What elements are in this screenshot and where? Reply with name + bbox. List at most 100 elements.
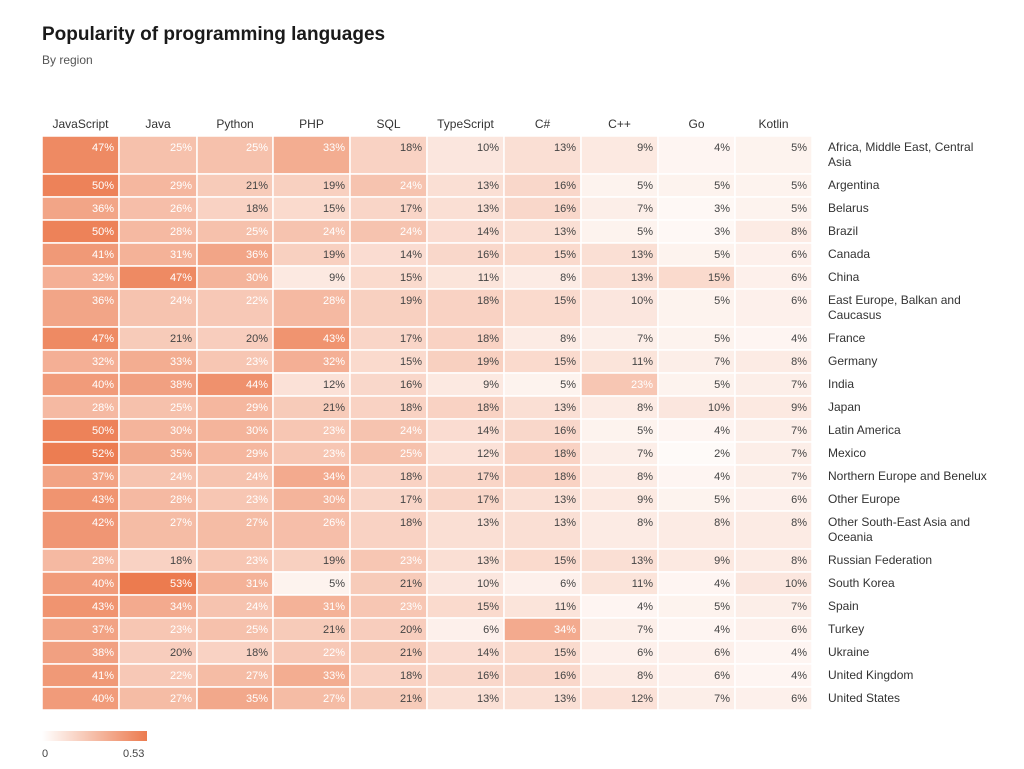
cell-value-label: 18% (554, 471, 576, 483)
cell-value-label: 9% (483, 379, 499, 391)
cell-value-label: 9% (637, 494, 653, 506)
cell-value-label: 29% (170, 180, 192, 192)
row-label-line: Canada (828, 247, 870, 261)
cell-value-label: 24% (400, 425, 422, 437)
cell-value-label: 32% (92, 272, 114, 284)
heatmap-cell (41, 510, 120, 550)
column-header: TypeScript (437, 117, 494, 131)
cell-value-label: 8% (791, 226, 807, 238)
cell-value-label: 6% (714, 647, 730, 659)
cell-value-label: 8% (791, 517, 807, 529)
cell-value-label: 4% (714, 624, 730, 636)
cell-value-label: 38% (170, 379, 192, 391)
heatmap-chart: JavaScript Java Python PHP SQL TypeScript C# C+… (41, 117, 987, 711)
row-label-line: China (828, 270, 860, 284)
cell-value-label: 15% (477, 601, 499, 613)
cell-value-label: 23% (323, 448, 345, 460)
cell-value-label: 19% (400, 295, 422, 307)
heatmap-cell (580, 288, 659, 328)
row-label: South Korea (828, 576, 895, 590)
cell-value-label: 23% (246, 494, 268, 506)
cell-value-label: 5% (714, 601, 730, 613)
cell-value-label: 42% (92, 517, 114, 529)
cell-value-label: 40% (92, 578, 114, 590)
cell-value-label: 3% (714, 203, 730, 215)
cell-value-label: 24% (400, 180, 422, 192)
row-label-line: United States (828, 691, 900, 705)
cell-value-label: 15% (554, 249, 576, 261)
cell-value-label: 7% (637, 333, 653, 345)
cell-value-label: 21% (400, 693, 422, 705)
row-label: Latin America (828, 423, 901, 437)
cell-value-label: 6% (637, 647, 653, 659)
cell-value-label: 8% (637, 670, 653, 682)
cell-value-label: 11% (478, 272, 499, 284)
row-label: China (828, 270, 860, 284)
cell-value-label: 38% (92, 647, 114, 659)
cell-value-label: 29% (246, 448, 268, 460)
cell-value-label: 15% (554, 295, 576, 307)
cell-value-label: 7% (791, 471, 807, 483)
cell-value-label: 4% (714, 471, 730, 483)
cell-value-label: 13% (477, 693, 499, 705)
cell-value-label: 27% (170, 693, 192, 705)
column-header: PHP (299, 117, 324, 131)
cell-value-label: 5% (560, 379, 576, 391)
heatmap-cell (426, 510, 505, 550)
cell-value-label: 14% (477, 647, 499, 659)
cell-value-label: 4% (714, 425, 730, 437)
cell-value-label: 4% (791, 670, 807, 682)
cell-value-label: 17% (400, 494, 422, 506)
row-label: Russian Federation (828, 553, 932, 567)
cell-value-label: 25% (400, 448, 422, 460)
column-header: SQL (376, 117, 400, 131)
cell-value-label: 22% (246, 295, 268, 307)
row-label: Mexico (828, 446, 866, 460)
cell-value-label: 16% (554, 180, 576, 192)
cell-value-label: 25% (246, 142, 268, 154)
column-header: C# (535, 117, 551, 131)
cell-value-label: 34% (554, 624, 576, 636)
cell-value-label: 30% (246, 272, 268, 284)
row-label: Belarus (828, 201, 869, 215)
cell-value-label: 10% (477, 578, 499, 590)
cell-value-label: 18% (554, 448, 576, 460)
cell-value-label: 5% (791, 203, 807, 215)
row-label-line: Germany (828, 354, 877, 368)
cell-value-label: 47% (92, 142, 114, 154)
cell-value-label: 5% (791, 180, 807, 192)
cell-value-label: 50% (92, 180, 114, 192)
cell-value-label: 36% (92, 203, 114, 215)
row-label-line: Other South-East Asia and (828, 515, 970, 529)
cell-value-label: 13% (554, 142, 576, 154)
cell-value-label: 27% (323, 693, 345, 705)
row-label-line: India (828, 377, 854, 391)
heatmap-cell (657, 510, 736, 550)
cell-value-label: 25% (170, 402, 192, 414)
cell-value-label: 7% (637, 203, 653, 215)
cell-value-label: 20% (170, 647, 192, 659)
cell-value-label: 31% (170, 249, 192, 261)
cell-value-label: 7% (791, 601, 807, 613)
row-label-line: South Korea (828, 576, 895, 590)
cell-value-label: 8% (714, 517, 730, 529)
cell-value-label: 18% (170, 555, 192, 567)
cell-value-label: 25% (246, 226, 268, 238)
cell-value-label: 26% (170, 203, 192, 215)
cell-value-label: 5% (714, 379, 730, 391)
column-header: C++ (608, 117, 631, 131)
cell-value-label: 7% (714, 693, 730, 705)
cell-value-label: 5% (329, 578, 345, 590)
cell-value-label: 28% (323, 295, 345, 307)
cell-value-label: 13% (477, 203, 499, 215)
row-label-line: Mexico (828, 446, 866, 460)
cell-value-label: 41% (92, 249, 114, 261)
heatmap-cell (734, 288, 813, 328)
row-label-line: Russian Federation (828, 553, 932, 567)
cell-value-label: 18% (400, 670, 422, 682)
row-label: Germany (828, 354, 877, 368)
cell-value-label: 20% (400, 624, 422, 636)
cell-value-label: 21% (400, 578, 422, 590)
heatmap-cell (196, 288, 274, 328)
heatmap-cell (426, 135, 505, 175)
